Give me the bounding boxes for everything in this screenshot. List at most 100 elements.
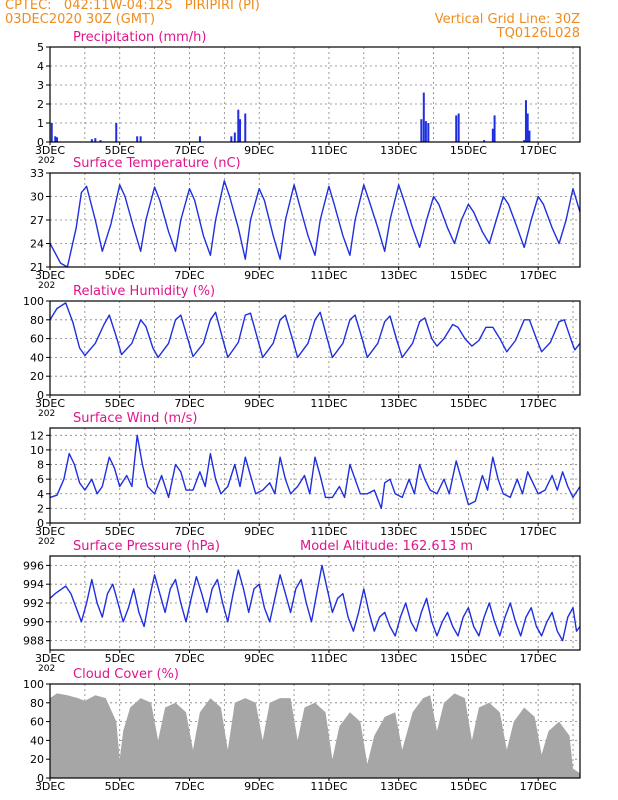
pres-xtick-label-5: 13DEC xyxy=(380,652,417,665)
cloud-xtick-label-7: 17DEC xyxy=(520,780,557,793)
pres-year-label: 202 xyxy=(38,664,55,674)
precip-xtick-label-6: 15DEC xyxy=(450,144,487,157)
pres-ytick-label-4: 996 xyxy=(23,559,44,572)
precip-xtick-label-3: 9DEC xyxy=(244,144,274,157)
cloud-xtick-label-1: 5DEC xyxy=(105,780,135,793)
temp-ytick-label-3: 30 xyxy=(30,191,44,204)
temp-year-label: 202 xyxy=(38,281,55,291)
precip-bar-15 xyxy=(420,119,423,142)
pres-subtitle: Model Altitude: 162.613 m xyxy=(300,539,473,554)
rh-xtick-label-7: 17DEC xyxy=(520,397,557,410)
cloud-ytick-label-1: 20 xyxy=(30,753,44,766)
precip-bar-24 xyxy=(523,140,526,142)
precip-bar-20 xyxy=(457,113,460,142)
precip-year-label: 202 xyxy=(38,156,55,166)
rh-ytick-label-3: 60 xyxy=(30,333,44,346)
cloud-ytick-label-0: 0 xyxy=(37,772,44,785)
temp-ytick-label-0: 21 xyxy=(30,261,44,274)
pres-frame xyxy=(49,555,581,651)
precip-bar-6 xyxy=(115,123,118,142)
wind-ytick-label-6: 12 xyxy=(30,429,44,442)
cloud-ytick-label-3: 60 xyxy=(30,716,44,729)
temp-ytick-label-1: 24 xyxy=(30,238,44,251)
cloud-xtick-label-4: 11DEC xyxy=(310,780,347,793)
precip-bar-23 xyxy=(493,115,496,142)
wind-title: Surface Wind (m/s) xyxy=(73,411,197,426)
rh-ytick-label-0: 0 xyxy=(37,389,44,402)
rh-line xyxy=(49,302,581,359)
precip-ytick-label-0: 0 xyxy=(37,136,44,149)
temp-xtick-label-7: 17DEC xyxy=(520,269,557,282)
pres-ytick-label-2: 992 xyxy=(23,597,44,610)
wind-xtick-label-5: 13DEC xyxy=(380,525,417,538)
wind-frame xyxy=(49,427,581,524)
wind-ytick-label-1: 2 xyxy=(37,502,44,515)
cloud-area xyxy=(50,693,580,778)
precip-ytick-label-5: 5 xyxy=(37,41,44,54)
rh-xtick-label-1: 5DEC xyxy=(105,397,135,410)
cloud-xtick-label-0: 3DEC xyxy=(35,780,65,793)
wind-xtick-label-6: 15DEC xyxy=(450,525,487,538)
wind-xtick-label-7: 17DEC xyxy=(520,525,557,538)
precip-bar-27 xyxy=(528,130,531,142)
cloud-xtick-label-3: 9DEC xyxy=(244,780,274,793)
precip-bar-1 xyxy=(54,136,57,142)
rh-ytick-label-4: 80 xyxy=(30,314,44,327)
precip-frame xyxy=(49,46,581,143)
cloud-ytick-label-4: 80 xyxy=(30,697,44,710)
temp-xtick-label-3: 9DEC xyxy=(244,269,274,282)
precip-bar-21 xyxy=(483,140,486,142)
precip-ytick-label-2: 2 xyxy=(37,98,44,111)
rh-frame xyxy=(49,300,581,396)
precip-bar-26 xyxy=(526,113,529,142)
wind-line xyxy=(49,434,581,510)
pres-ytick-label-3: 994 xyxy=(23,578,44,591)
precip-ytick-label-4: 4 xyxy=(37,60,44,73)
wind-xtick-label-4: 11DEC xyxy=(310,525,347,538)
header-right-1: Vertical Grid Line: 30Z xyxy=(434,12,580,27)
temp-xtick-label-2: 7DEC xyxy=(174,269,204,282)
precip-bar-11 xyxy=(233,132,236,142)
precip-xtick-label-2: 7DEC xyxy=(174,144,204,157)
cloud-xtick-label-5: 13DEC xyxy=(380,780,417,793)
pres-xtick-label-6: 15DEC xyxy=(450,652,487,665)
precip-title: Precipitation (mm/h) xyxy=(73,30,206,45)
header-line-1: CPTEC: 042:11W-04:12S PIRIPIRI (PI) xyxy=(5,0,260,13)
precip-bar-19 xyxy=(455,115,458,142)
rh-xtick-label-2: 7DEC xyxy=(174,397,204,410)
pres-line xyxy=(49,564,581,642)
temp-line xyxy=(49,180,581,268)
rh-title: Relative Humidity (%) xyxy=(73,284,215,299)
pres-xtick-label-7: 17DEC xyxy=(520,652,557,665)
wind-xtick-label-3: 9DEC xyxy=(244,525,274,538)
temp-xtick-label-0: 3DEC xyxy=(35,269,65,282)
header-line-2: 03DEC2020 30Z (GMT) xyxy=(5,12,156,27)
precip-bar-7 xyxy=(136,136,139,142)
rh-ytick-label-2: 40 xyxy=(30,351,44,364)
wind-xtick-label-2: 7DEC xyxy=(174,525,204,538)
pres-ytick-label-0: 988 xyxy=(23,635,44,648)
wind-xtick-label-1: 5DEC xyxy=(105,525,135,538)
precip-ytick-label-3: 3 xyxy=(37,79,44,92)
cloud-ytick-label-5: 100 xyxy=(23,678,44,691)
precip-bar-3 xyxy=(90,139,93,142)
precip-bar-4 xyxy=(94,138,97,142)
rh-xtick-label-4: 11DEC xyxy=(310,397,347,410)
rh-xtick-label-6: 15DEC xyxy=(450,397,487,410)
wind-xtick-label-0: 3DEC xyxy=(35,525,65,538)
cloud-xtick-label-2: 7DEC xyxy=(174,780,204,793)
precip-bar-12 xyxy=(237,109,240,142)
rh-ytick-label-1: 20 xyxy=(30,370,44,383)
temp-xtick-label-6: 15DEC xyxy=(450,269,487,282)
pres-xtick-label-1: 5DEC xyxy=(105,652,135,665)
precip-xtick-label-0: 3DEC xyxy=(35,144,65,157)
pres-xtick-label-0: 3DEC xyxy=(35,652,65,665)
precip-ytick-label-1: 1 xyxy=(37,117,44,130)
precip-xtick-label-5: 13DEC xyxy=(380,144,417,157)
precip-bar-17 xyxy=(424,121,427,142)
precip-bar-16 xyxy=(422,92,425,142)
temp-ytick-label-4: 33 xyxy=(30,167,44,180)
cloud-title: Cloud Cover (%) xyxy=(73,667,179,682)
cloud-ytick-label-2: 40 xyxy=(30,734,44,747)
